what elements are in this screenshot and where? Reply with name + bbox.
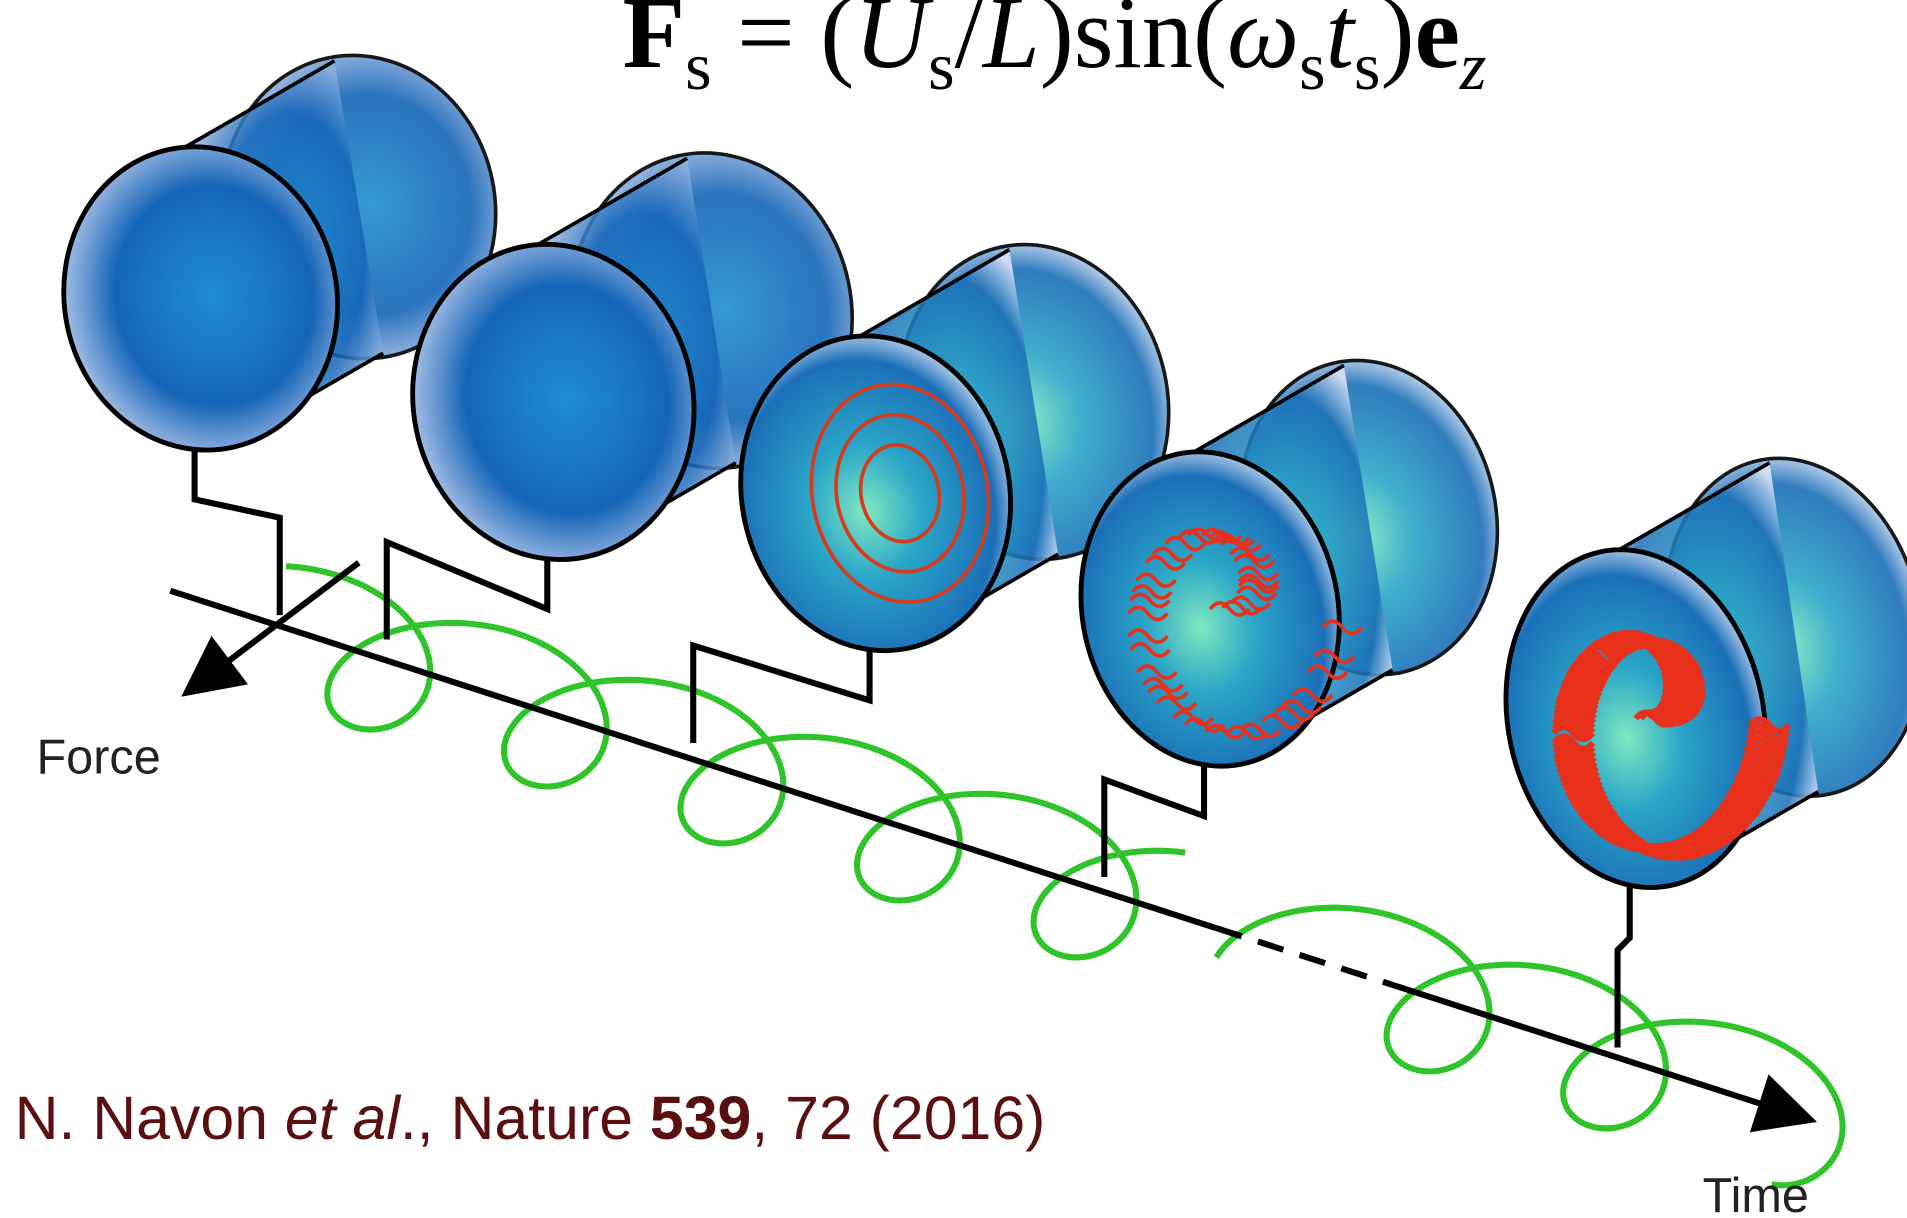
formula-part: ω (1227, 0, 1299, 90)
formula-part: )sin( (1040, 0, 1227, 90)
formula-part: t (1326, 0, 1357, 90)
force-wave (286, 566, 1185, 957)
time-label: Time (1703, 1169, 1809, 1218)
time-axis-dash (1216, 928, 1386, 983)
force-label: Force (36, 730, 160, 784)
formula-part: s (685, 28, 712, 104)
citation-part: N. Navon (15, 1084, 285, 1152)
figure: Fs = (Us/L)sin(ωsts)ez Force Time N. Nav… (0, 0, 1907, 1218)
citation-part: et al (285, 1084, 401, 1152)
citation: N. Navon et al., Nature 539, 72 (2016) (15, 1084, 1046, 1152)
formula-part: ) (1381, 0, 1415, 90)
formula-part: s (1299, 28, 1326, 104)
citation-part: ., Nature (400, 1084, 650, 1152)
formula-part: s (1354, 28, 1381, 104)
force-wave (1216, 908, 1842, 1186)
time-axis (170, 591, 1216, 928)
stem (195, 445, 280, 616)
stem (1104, 761, 1204, 877)
formula-part: = ( (712, 0, 855, 90)
formula-part: e (1415, 0, 1460, 90)
formula-part: s (928, 28, 955, 104)
formula-part: z (1459, 28, 1487, 104)
formula: Fs = (Us/L)sin(ωsts)ez (623, 0, 1487, 104)
diagram-art (36, 30, 1907, 1186)
citation-part: , 72 (2016) (751, 1084, 1045, 1152)
formula-part: L (981, 0, 1040, 90)
stem (1618, 883, 1630, 1047)
citation-part: 539 (650, 1084, 751, 1152)
time-axis (1386, 983, 1793, 1115)
stem (693, 646, 869, 743)
formula-part: / (955, 0, 984, 90)
formula-part: F (623, 0, 685, 90)
formula-part: U (854, 0, 934, 90)
